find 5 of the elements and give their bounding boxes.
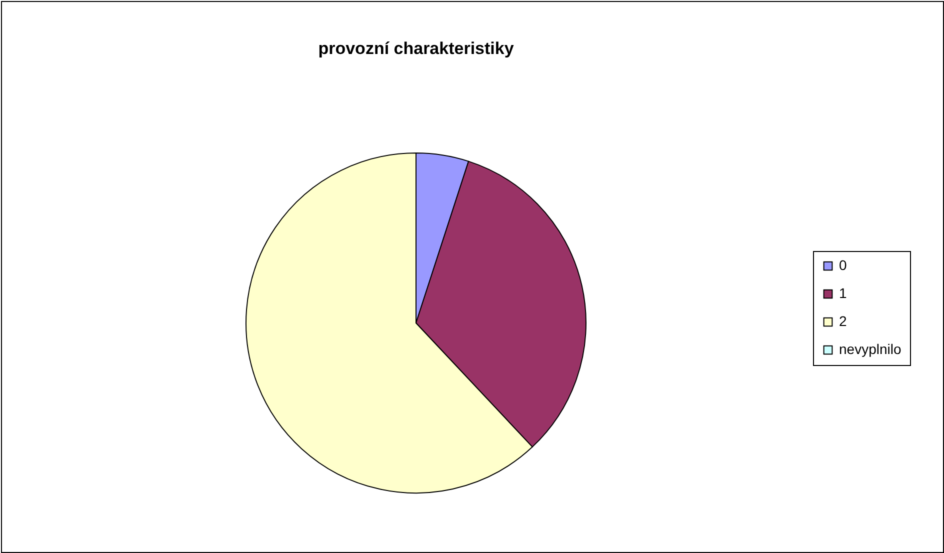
chart-title: provozní charakteristiky	[318, 39, 514, 58]
legend-label: 0	[839, 257, 847, 273]
legend-label: 1	[839, 285, 847, 301]
legend-label: 2	[839, 313, 847, 329]
legend-label: nevyplnilo	[839, 341, 902, 357]
